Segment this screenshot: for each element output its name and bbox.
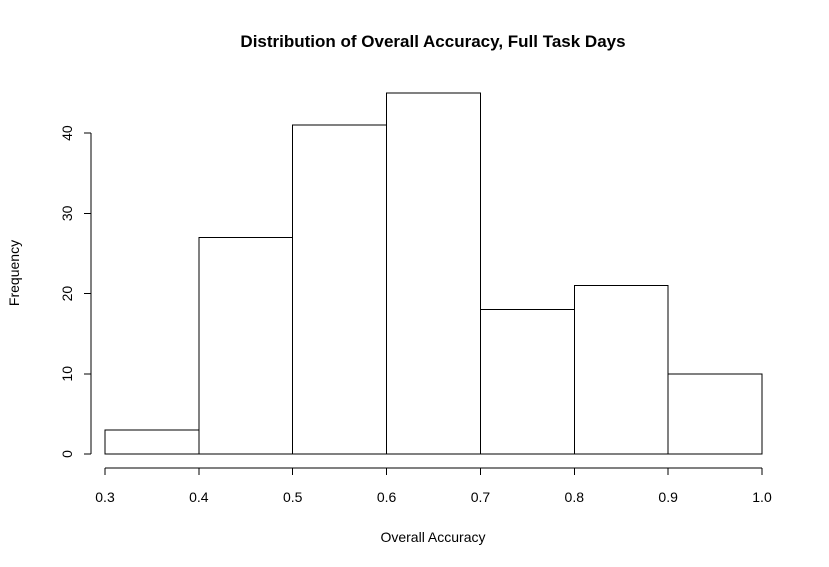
x-tick-label-3: 0.5 [283,489,303,505]
y-tick-label-4: 30 [59,205,75,221]
histogram-bar-7 [667,373,763,455]
x-tick-label-5: 0.7 [471,489,491,505]
y-tick-label-5: 40 [59,125,75,141]
x-tick-label-6: 0.8 [565,489,585,505]
y-tick-label-3: 20 [59,286,75,302]
bars-group [104,92,763,455]
y-tick-label-1: 0 [59,450,75,458]
x-tick-label-1: 0.3 [95,489,115,505]
histogram-bar-4 [386,92,482,455]
histogram-bar-3 [292,124,388,455]
x-tick-label-4: 0.6 [377,489,397,505]
x-axis: 0.3 0.4 0.5 0.6 0.7 0.8 0.9 1.0 [95,467,772,505]
histogram-bar-1 [104,429,200,455]
y-tick-label-2: 10 [59,366,75,382]
histogram-bar-5 [479,309,575,455]
x-tick-label-8: 1.0 [752,489,772,505]
y-axis: 0 10 20 30 40 [59,125,92,458]
x-tick-label-2: 0.4 [189,489,209,505]
histogram-bar-2 [198,236,294,455]
x-axis-label: Overall Accuracy [380,529,485,545]
y-axis-label: Frequency [6,240,22,306]
chart-title: Distribution of Overall Accuracy, Full T… [240,32,625,51]
histogram-bar-6 [573,285,669,455]
x-tick-label-7: 0.9 [658,489,678,505]
